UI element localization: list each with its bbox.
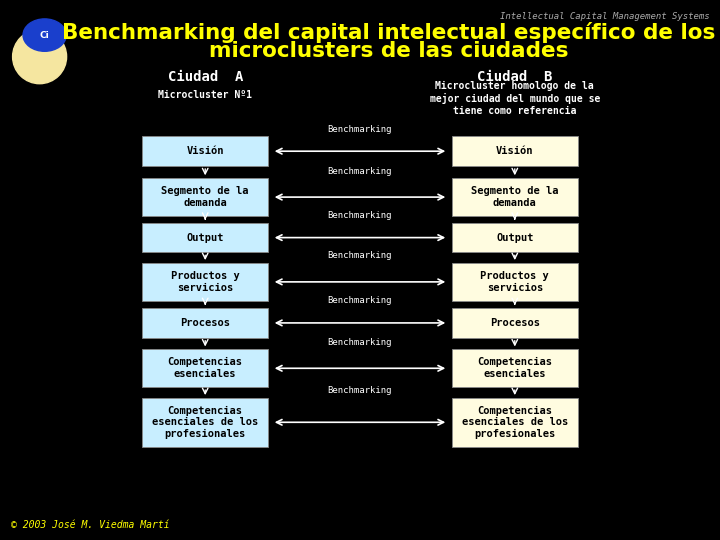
Text: Microcluster homologo de la
mejor ciudad del mundo que se
tiene como referencia: Microcluster homologo de la mejor ciudad… xyxy=(430,81,600,116)
Text: Benchmarking: Benchmarking xyxy=(328,125,392,134)
Text: Benchmarking: Benchmarking xyxy=(328,166,392,176)
Text: Procesos: Procesos xyxy=(490,318,540,328)
Text: Intellectual Capital Management Systems: Intellectual Capital Management Systems xyxy=(500,12,709,21)
FancyBboxPatch shape xyxy=(142,136,268,166)
Text: Visión: Visión xyxy=(496,146,534,156)
Text: © 2003 José M. Viedma Martí: © 2003 José M. Viedma Martí xyxy=(11,520,169,530)
FancyBboxPatch shape xyxy=(142,222,268,252)
FancyBboxPatch shape xyxy=(142,398,268,447)
Text: Output: Output xyxy=(496,233,534,242)
Text: Segmento de la
demanda: Segmento de la demanda xyxy=(471,186,559,208)
FancyBboxPatch shape xyxy=(452,263,577,301)
Text: Benchmarking: Benchmarking xyxy=(328,338,392,347)
Text: Competencias
esenciales de los
profesionales: Competencias esenciales de los profesion… xyxy=(152,406,258,439)
Text: Output: Output xyxy=(186,233,224,242)
FancyBboxPatch shape xyxy=(452,136,577,166)
Text: Microcluster Nº1: Microcluster Nº1 xyxy=(158,90,252,99)
Text: Segmento de la
demanda: Segmento de la demanda xyxy=(161,186,249,208)
Text: Visión: Visión xyxy=(186,146,224,156)
FancyBboxPatch shape xyxy=(452,398,577,447)
Text: Competencias
esenciales de los
profesionales: Competencias esenciales de los profesion… xyxy=(462,406,568,439)
FancyBboxPatch shape xyxy=(142,178,268,216)
FancyBboxPatch shape xyxy=(452,308,577,338)
FancyBboxPatch shape xyxy=(452,349,577,387)
Text: Benchmarking: Benchmarking xyxy=(328,386,392,395)
Text: Benchmarking del capital intelectual específico de los: Benchmarking del capital intelectual esp… xyxy=(62,22,716,43)
Text: Competencias
esenciales: Competencias esenciales xyxy=(168,357,243,379)
FancyBboxPatch shape xyxy=(142,349,268,387)
Text: microclusters de las ciudades: microclusters de las ciudades xyxy=(209,41,569,62)
FancyBboxPatch shape xyxy=(452,222,577,252)
Text: Benchmarking: Benchmarking xyxy=(328,211,392,220)
Ellipse shape xyxy=(13,30,66,84)
FancyBboxPatch shape xyxy=(142,263,268,301)
Circle shape xyxy=(23,19,66,51)
Text: Ci: Ci xyxy=(40,31,50,39)
Text: Productos y
servicios: Productos y servicios xyxy=(480,271,549,293)
Text: Benchmarking: Benchmarking xyxy=(328,251,392,260)
FancyBboxPatch shape xyxy=(142,308,268,338)
Text: Ciudad  B: Ciudad B xyxy=(477,70,552,84)
Text: Productos y
servicios: Productos y servicios xyxy=(171,271,240,293)
FancyBboxPatch shape xyxy=(452,178,577,216)
Text: Ciudad  A: Ciudad A xyxy=(168,70,243,84)
Text: Competencias
esenciales: Competencias esenciales xyxy=(477,357,552,379)
Text: Benchmarking: Benchmarking xyxy=(328,296,392,305)
Text: Procesos: Procesos xyxy=(180,318,230,328)
